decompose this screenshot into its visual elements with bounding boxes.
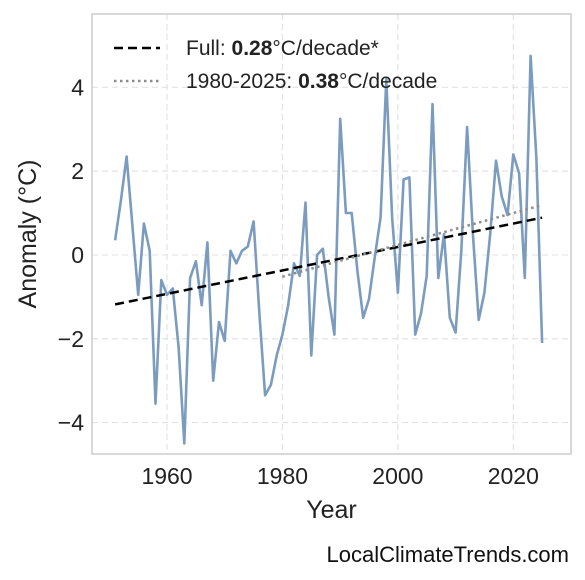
trend-line-full [114, 216, 543, 306]
watermark: LocalClimateTrends.com [326, 542, 570, 567]
x-tick-label: 2020 [488, 463, 539, 489]
legend: Full: 0.28°C/decade* 1980-2025: 0.38°C/d… [114, 37, 437, 93]
legend-label-recent: 1980-2025: 0.38°C/decade [186, 70, 437, 93]
x-tick-label: 2000 [372, 463, 423, 489]
y-tick-label: 2 [71, 158, 84, 184]
series-layer [113, 54, 544, 445]
y-axis-label: Anomaly (°C) [14, 160, 42, 309]
y-tick-label: −4 [58, 410, 84, 436]
trend-line-recent [282, 203, 543, 278]
y-tick-label: −2 [58, 326, 84, 352]
y-tick-label: 4 [71, 74, 84, 100]
grid [92, 14, 571, 454]
anomaly-series-line [113, 54, 544, 445]
legend-label-full: Full: 0.28°C/decade* [186, 37, 379, 60]
y-tick-label: 0 [71, 242, 84, 268]
x-tick-label: 1980 [257, 463, 308, 489]
tick-labels: 1960 1980 2000 2020 −4 −2 0 2 4 [58, 74, 539, 489]
x-tick-label: 1960 [141, 463, 192, 489]
plot-frame [91, 13, 572, 455]
x-axis-label: Year [306, 496, 357, 524]
